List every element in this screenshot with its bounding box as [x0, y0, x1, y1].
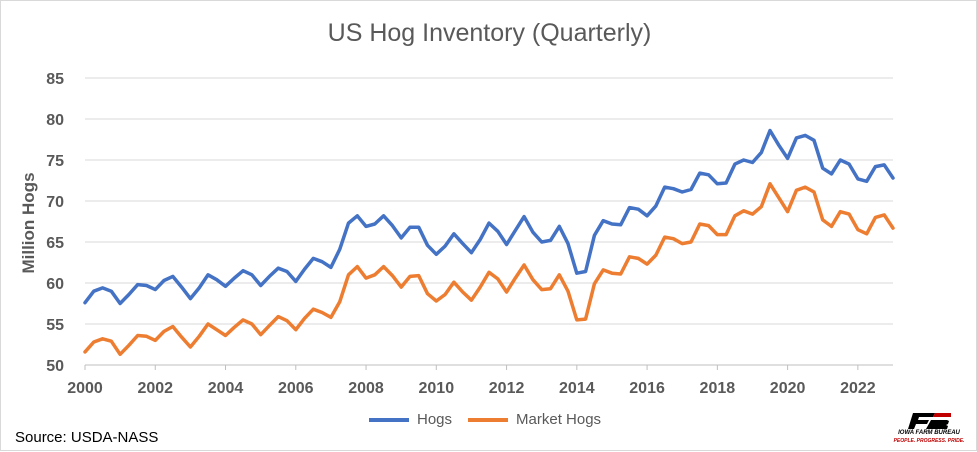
- x-tick-label: 2000: [67, 380, 103, 397]
- x-tick-label: 2010: [419, 380, 455, 397]
- x-tick-label: 2002: [137, 380, 173, 397]
- y-tick-label: 60: [46, 276, 64, 293]
- x-tick-label: 2014: [559, 380, 595, 397]
- logo-tagline: PEOPLE. PROGRESS. PRIDE.: [893, 438, 965, 444]
- source-note: Source: USDA-NASS: [15, 429, 159, 446]
- x-tick-labels: 2000 2002 2004 2006 2008 2010 2012 2014 2016 2018…: [67, 365, 876, 397]
- iowa-farm-bureau-logo: IOWA FARM BUREAU PEOPLE. PROGRESS. PRIDE…: [889, 411, 969, 449]
- x-tick-label: 2022: [840, 380, 876, 397]
- x-tick-label: 2020: [770, 380, 806, 397]
- x-tick-label: 2012: [489, 380, 525, 397]
- x-tick-label: 2016: [629, 380, 665, 397]
- legend-swatch-market-hogs: [468, 417, 509, 422]
- y-tick-label: 65: [46, 235, 64, 252]
- y-tick-label: 75: [46, 153, 64, 170]
- legend: Hogs Market Hogs: [369, 411, 617, 428]
- x-tick-label: 2008: [348, 380, 384, 397]
- legend-item-hogs: Hogs: [369, 411, 452, 428]
- x-tick-label: 2004: [208, 380, 244, 397]
- legend-swatch-hogs: [369, 417, 409, 422]
- y-tick-labels: 50 55 60 65 70 75 80 85: [46, 71, 64, 375]
- legend-label-hogs: Hogs: [417, 411, 453, 428]
- series-line-market-hogs: [83, 182, 895, 357]
- legend-label-market-hogs: Market Hogs: [516, 411, 602, 428]
- logo-name: IOWA FARM BUREAU: [898, 430, 960, 436]
- legend-item-market-hogs: Market Hogs: [468, 411, 601, 428]
- y-tick-label: 55: [46, 317, 64, 334]
- y-tick-label: 85: [46, 71, 64, 88]
- y-tick-label: 50: [46, 358, 64, 375]
- chart-title: US Hog Inventory (Quarterly): [327, 19, 652, 47]
- x-tick-label: 2006: [278, 380, 314, 397]
- series-line-hogs: [83, 128, 895, 306]
- y-tick-label: 70: [46, 194, 64, 211]
- x-tick-label: 2018: [700, 380, 736, 397]
- y-tick-label: 80: [46, 112, 64, 129]
- fb-logo-icon: [908, 413, 951, 429]
- series-lines: [83, 128, 895, 357]
